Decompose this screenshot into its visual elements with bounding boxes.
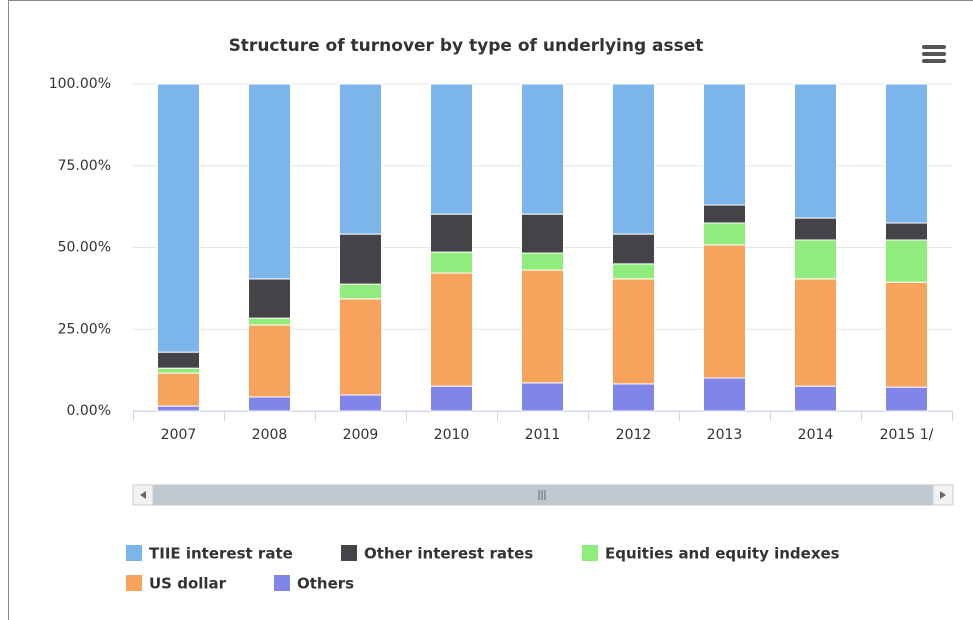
bar-segment xyxy=(885,386,928,412)
bar-segment xyxy=(248,278,291,319)
bar-segment xyxy=(339,233,382,285)
bar-segment xyxy=(521,382,564,412)
bar-segment xyxy=(430,385,473,412)
bar-segment xyxy=(339,83,382,235)
menu-bar xyxy=(922,52,946,56)
legend-swatch xyxy=(274,575,290,591)
x-tick-label: 2009 xyxy=(343,427,379,443)
bar-segment xyxy=(521,83,564,215)
bar-segment xyxy=(703,244,746,379)
bar-segment xyxy=(885,239,928,283)
bar-segment xyxy=(885,281,928,388)
legend-label: TIIE interest rate xyxy=(149,545,293,563)
grip xyxy=(538,490,546,500)
x-tick-label: 2010 xyxy=(434,427,470,443)
bar-segment xyxy=(157,372,200,407)
bar-segment xyxy=(430,251,473,274)
bar-segment xyxy=(339,283,382,300)
bar-segment xyxy=(885,222,928,241)
bar-segment xyxy=(612,83,655,235)
legend-label: Other interest rates xyxy=(364,545,533,563)
bar-segment xyxy=(703,222,746,246)
bar-segment xyxy=(703,377,746,412)
bar-segment xyxy=(430,83,473,215)
bar-segment xyxy=(521,269,564,384)
x-tick-label: 2012 xyxy=(616,427,652,443)
bar-segment xyxy=(248,324,291,398)
bar-segment xyxy=(157,405,200,412)
y-tick-label: 25.00% xyxy=(58,321,111,337)
legend-swatch xyxy=(341,545,357,561)
bar-segment xyxy=(794,278,837,387)
bar-segment xyxy=(248,83,291,280)
x-tick-label: 2011 xyxy=(525,427,561,443)
bar-segment xyxy=(885,83,928,224)
y-tick-label: 50.00% xyxy=(58,240,111,256)
bar-segment xyxy=(157,351,200,369)
bar-segment xyxy=(339,298,382,396)
x-tick-label: 2008 xyxy=(252,427,288,443)
menu-bar xyxy=(922,59,946,63)
bar-segment xyxy=(157,83,200,353)
bar-segment xyxy=(248,396,291,412)
bar-segment xyxy=(248,317,291,326)
x-tick-label: 2014 xyxy=(798,427,834,443)
y-tick-label: 0.00% xyxy=(67,403,111,419)
x-tick-label: 2007 xyxy=(161,427,197,443)
bar-segment xyxy=(794,239,837,280)
chart-title: Structure of turnover by type of underly… xyxy=(229,36,704,56)
legend-swatch xyxy=(126,545,142,561)
bar-segment xyxy=(794,217,837,241)
bar-segment xyxy=(612,263,655,280)
y-tick-label: 75.00% xyxy=(58,158,111,174)
bar-segment xyxy=(794,83,837,219)
legend-swatch xyxy=(126,575,142,591)
bar-segment xyxy=(521,213,564,254)
menu-button[interactable] xyxy=(922,45,946,63)
legend-label: Others xyxy=(297,575,354,593)
legend-label: Equities and equity indexes xyxy=(605,545,840,563)
arrow xyxy=(940,491,946,499)
bar-segment xyxy=(612,233,655,265)
bar-segment xyxy=(703,83,746,206)
bar-segment xyxy=(339,394,382,412)
scrollbar[interactable] xyxy=(132,484,954,506)
legend-swatch xyxy=(582,545,598,561)
bar-segment xyxy=(521,252,564,271)
scrollbar-thumb[interactable] xyxy=(153,485,933,505)
bar-segment xyxy=(157,367,200,374)
bar-segment xyxy=(703,204,746,224)
bar-segment xyxy=(612,383,655,412)
bar-segment xyxy=(794,385,837,412)
bar-segment xyxy=(612,278,655,385)
legend-label: US dollar xyxy=(149,575,227,593)
arrow xyxy=(140,491,146,499)
x-tick-label: 2013 xyxy=(707,427,743,443)
bar-segment xyxy=(430,213,473,253)
y-tick-label: 100.00% xyxy=(49,76,111,92)
bar-segment xyxy=(430,272,473,387)
menu-bar xyxy=(922,45,946,49)
x-tick-label: 2015 1/ xyxy=(880,427,934,443)
